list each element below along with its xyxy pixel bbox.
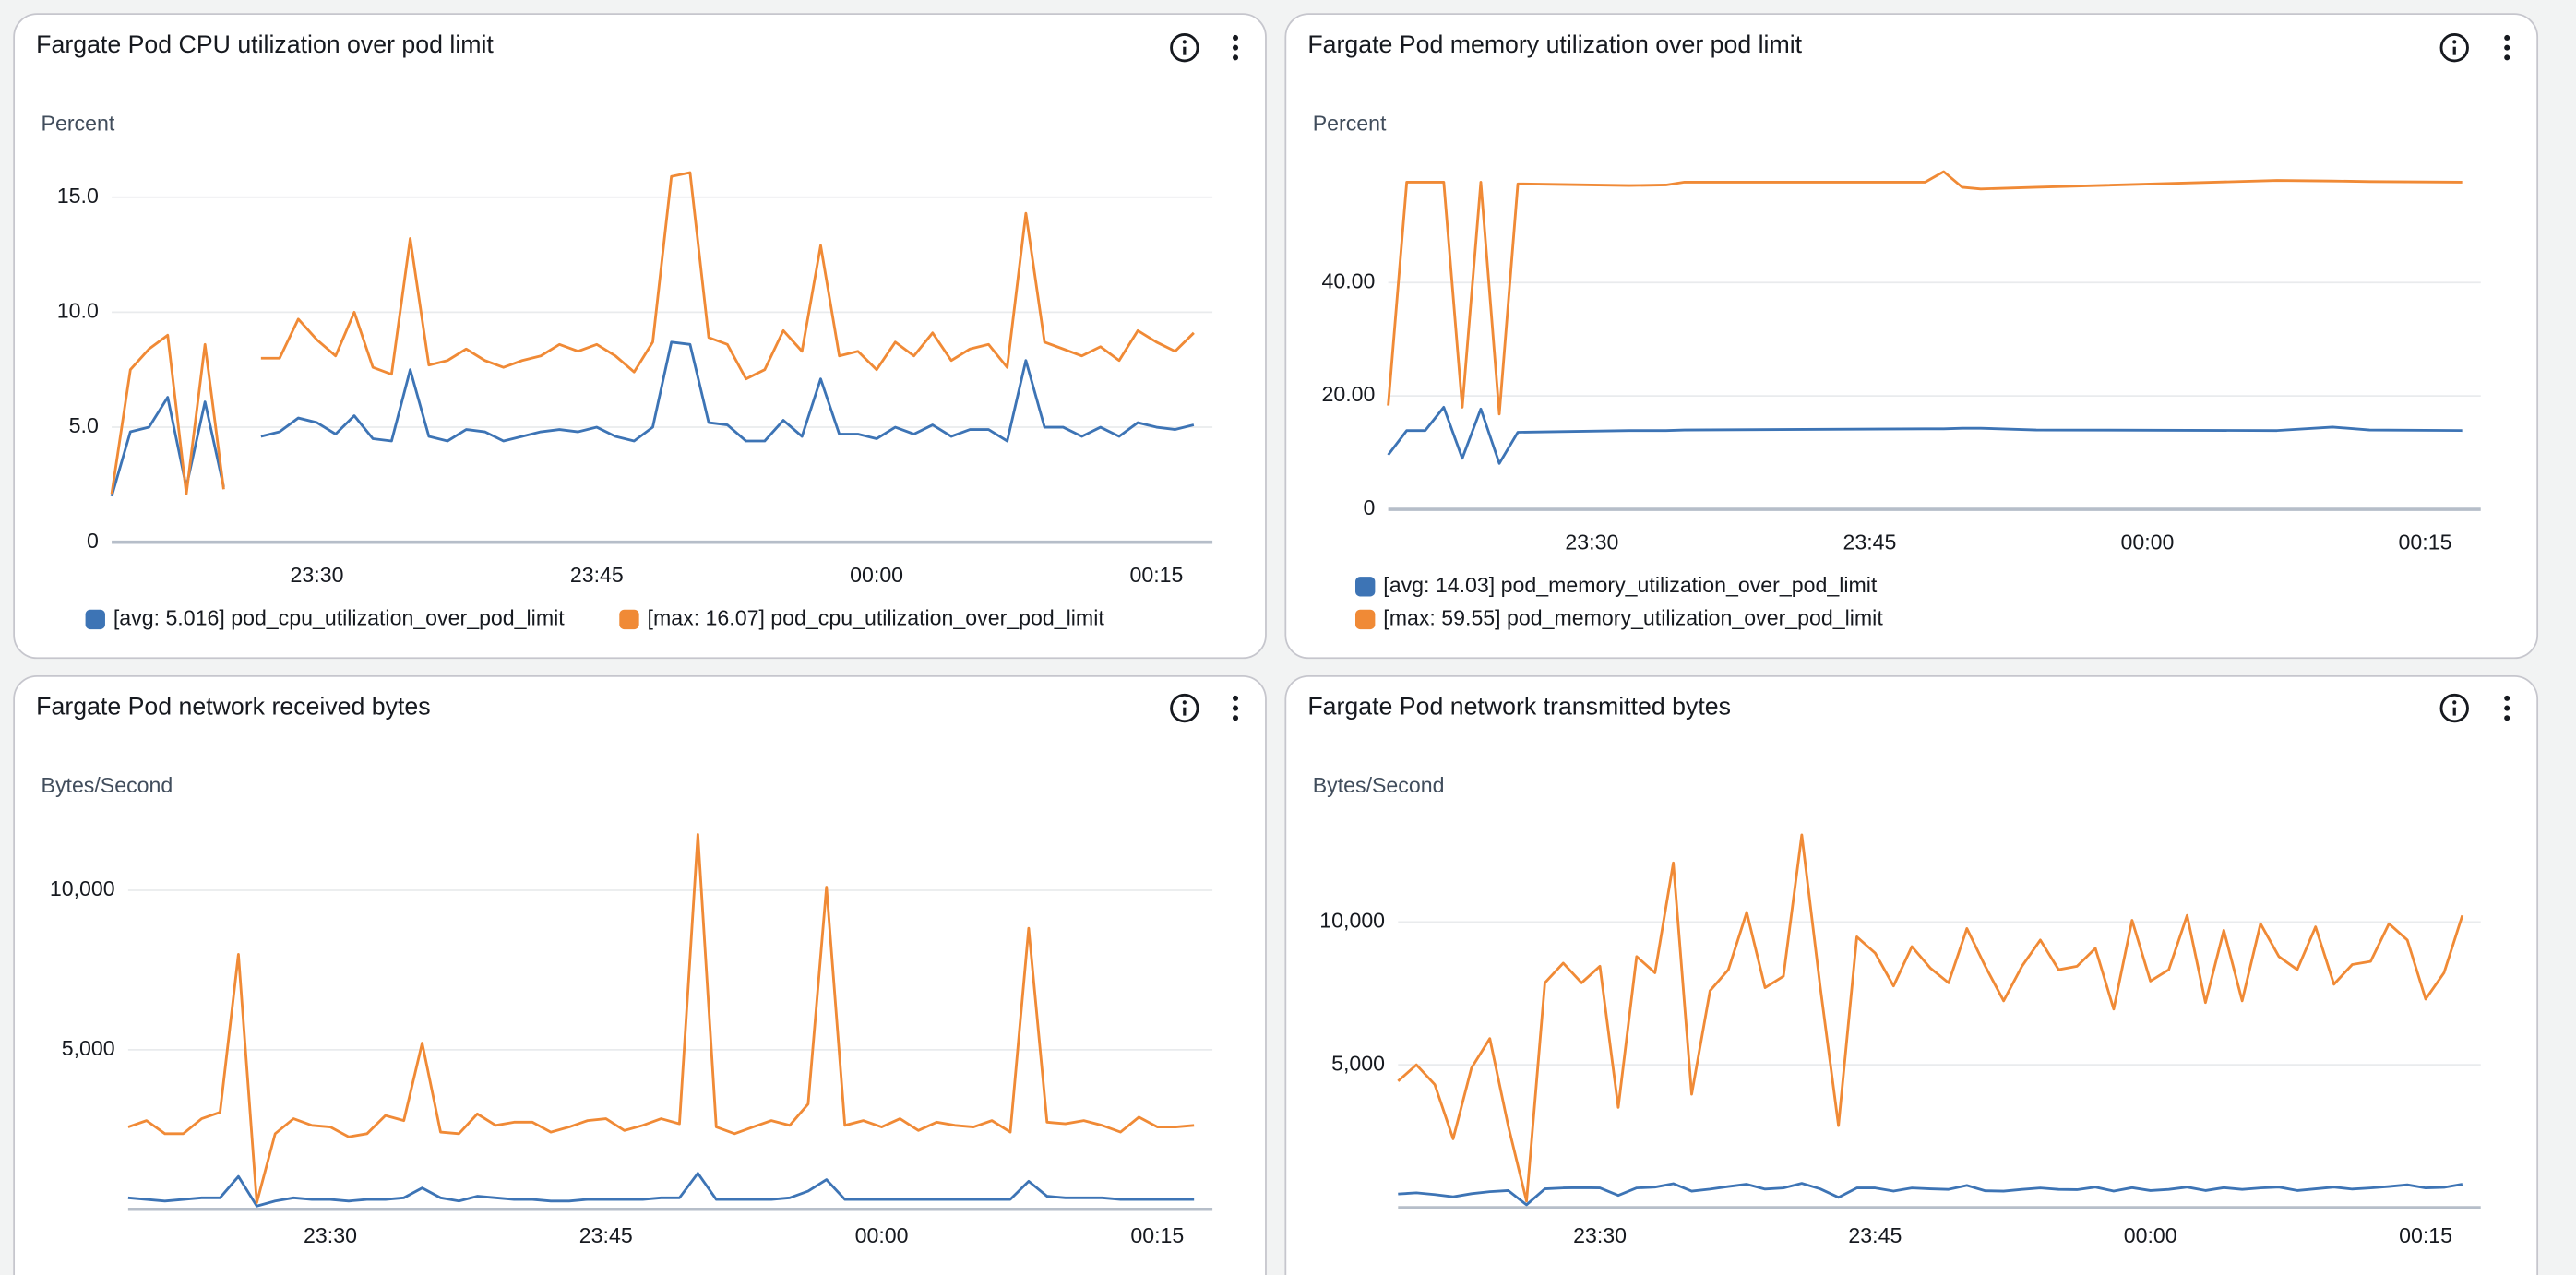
y-tick-label: 15.0 xyxy=(57,184,99,208)
series-line xyxy=(1387,406,2463,465)
y-tick-label: 40.00 xyxy=(1321,268,1375,292)
x-tick-label: 00:15 xyxy=(1130,1223,1184,1247)
x-tick-label: 00:15 xyxy=(2399,530,2452,554)
info-icon[interactable] xyxy=(2439,32,2469,63)
y-tick-label: 0 xyxy=(1363,495,1375,519)
legend-label: [avg: 5.016] pod_cpu_utilization_over_po… xyxy=(113,606,565,630)
y-tick-label: 0 xyxy=(87,529,99,553)
widget-panel xyxy=(13,13,1267,660)
widget-title: Fargate Pod memory utilization over pod … xyxy=(1307,30,1802,58)
series-line xyxy=(127,1172,1195,1208)
menu-icon[interactable] xyxy=(1232,695,1239,721)
legend-label: [max: 16.07] pod_cpu_utilization_over_po… xyxy=(648,606,1105,630)
info-icon[interactable] xyxy=(1170,32,1199,63)
series-line xyxy=(110,171,1195,495)
y-tick-label: 5,000 xyxy=(1331,1051,1385,1075)
widget-title: Fargate Pod network received bytes xyxy=(36,693,430,721)
menu-icon[interactable] xyxy=(2504,695,2510,721)
x-tick-label: 23:45 xyxy=(1848,1223,1902,1247)
legend-label: [max: 59.55] pod_memory_utilization_over… xyxy=(1383,606,1883,630)
menu-icon[interactable] xyxy=(2504,34,2510,61)
x-tick-label: 23:30 xyxy=(1565,530,1618,554)
x-tick-label: 00:00 xyxy=(2124,1223,2177,1247)
series-line xyxy=(1398,1182,2463,1207)
widget-title: Fargate Pod CPU utilization over pod lim… xyxy=(36,30,494,58)
series-line xyxy=(1397,833,2464,1203)
legend-swatch xyxy=(619,609,639,630)
x-tick-label: 23:45 xyxy=(579,1223,633,1247)
x-tick-label: 23:45 xyxy=(1843,530,1896,554)
series-line xyxy=(110,340,1195,497)
info-icon[interactable] xyxy=(2439,693,2469,723)
y-axis-unit: Bytes/Second xyxy=(1313,773,1445,797)
legend-label: [avg: 14.03] pod_memory_utilization_over… xyxy=(1383,573,1878,597)
y-tick-label: 10,000 xyxy=(50,876,115,900)
x-tick-label: 23:30 xyxy=(291,563,344,587)
menu-icon[interactable] xyxy=(1232,34,1239,61)
y-tick-label: 10,000 xyxy=(1319,908,1385,932)
legend-swatch xyxy=(1355,577,1376,597)
x-tick-label: 00:15 xyxy=(1129,563,1183,587)
x-tick-label: 23:30 xyxy=(1573,1223,1627,1247)
legend-swatch xyxy=(1355,609,1376,630)
y-tick-label: 5.0 xyxy=(69,413,99,437)
x-tick-label: 00:15 xyxy=(2399,1223,2452,1247)
widget-panel xyxy=(1284,674,2539,1275)
x-tick-label: 00:00 xyxy=(2121,530,2175,554)
x-tick-label: 00:00 xyxy=(855,1223,909,1247)
x-tick-label: 23:30 xyxy=(304,1223,357,1247)
y-tick-label: 10.0 xyxy=(57,298,99,322)
y-axis-unit: Bytes/Second xyxy=(42,773,173,797)
y-tick-label: 5,000 xyxy=(62,1036,115,1060)
y-axis-unit: Percent xyxy=(1313,111,1387,135)
widget-panel xyxy=(1284,13,2539,660)
info-icon[interactable] xyxy=(1170,693,1199,723)
x-tick-label: 00:00 xyxy=(850,563,903,587)
x-tick-label: 23:45 xyxy=(570,563,624,587)
series-line xyxy=(1387,170,2463,416)
series-line xyxy=(127,833,1195,1204)
widget-panel xyxy=(13,674,1267,1275)
legend-swatch xyxy=(85,609,105,630)
y-tick-label: 20.00 xyxy=(1321,382,1375,406)
widget-title: Fargate Pod network transmitted bytes xyxy=(1307,693,1731,721)
y-axis-unit: Percent xyxy=(42,111,115,135)
